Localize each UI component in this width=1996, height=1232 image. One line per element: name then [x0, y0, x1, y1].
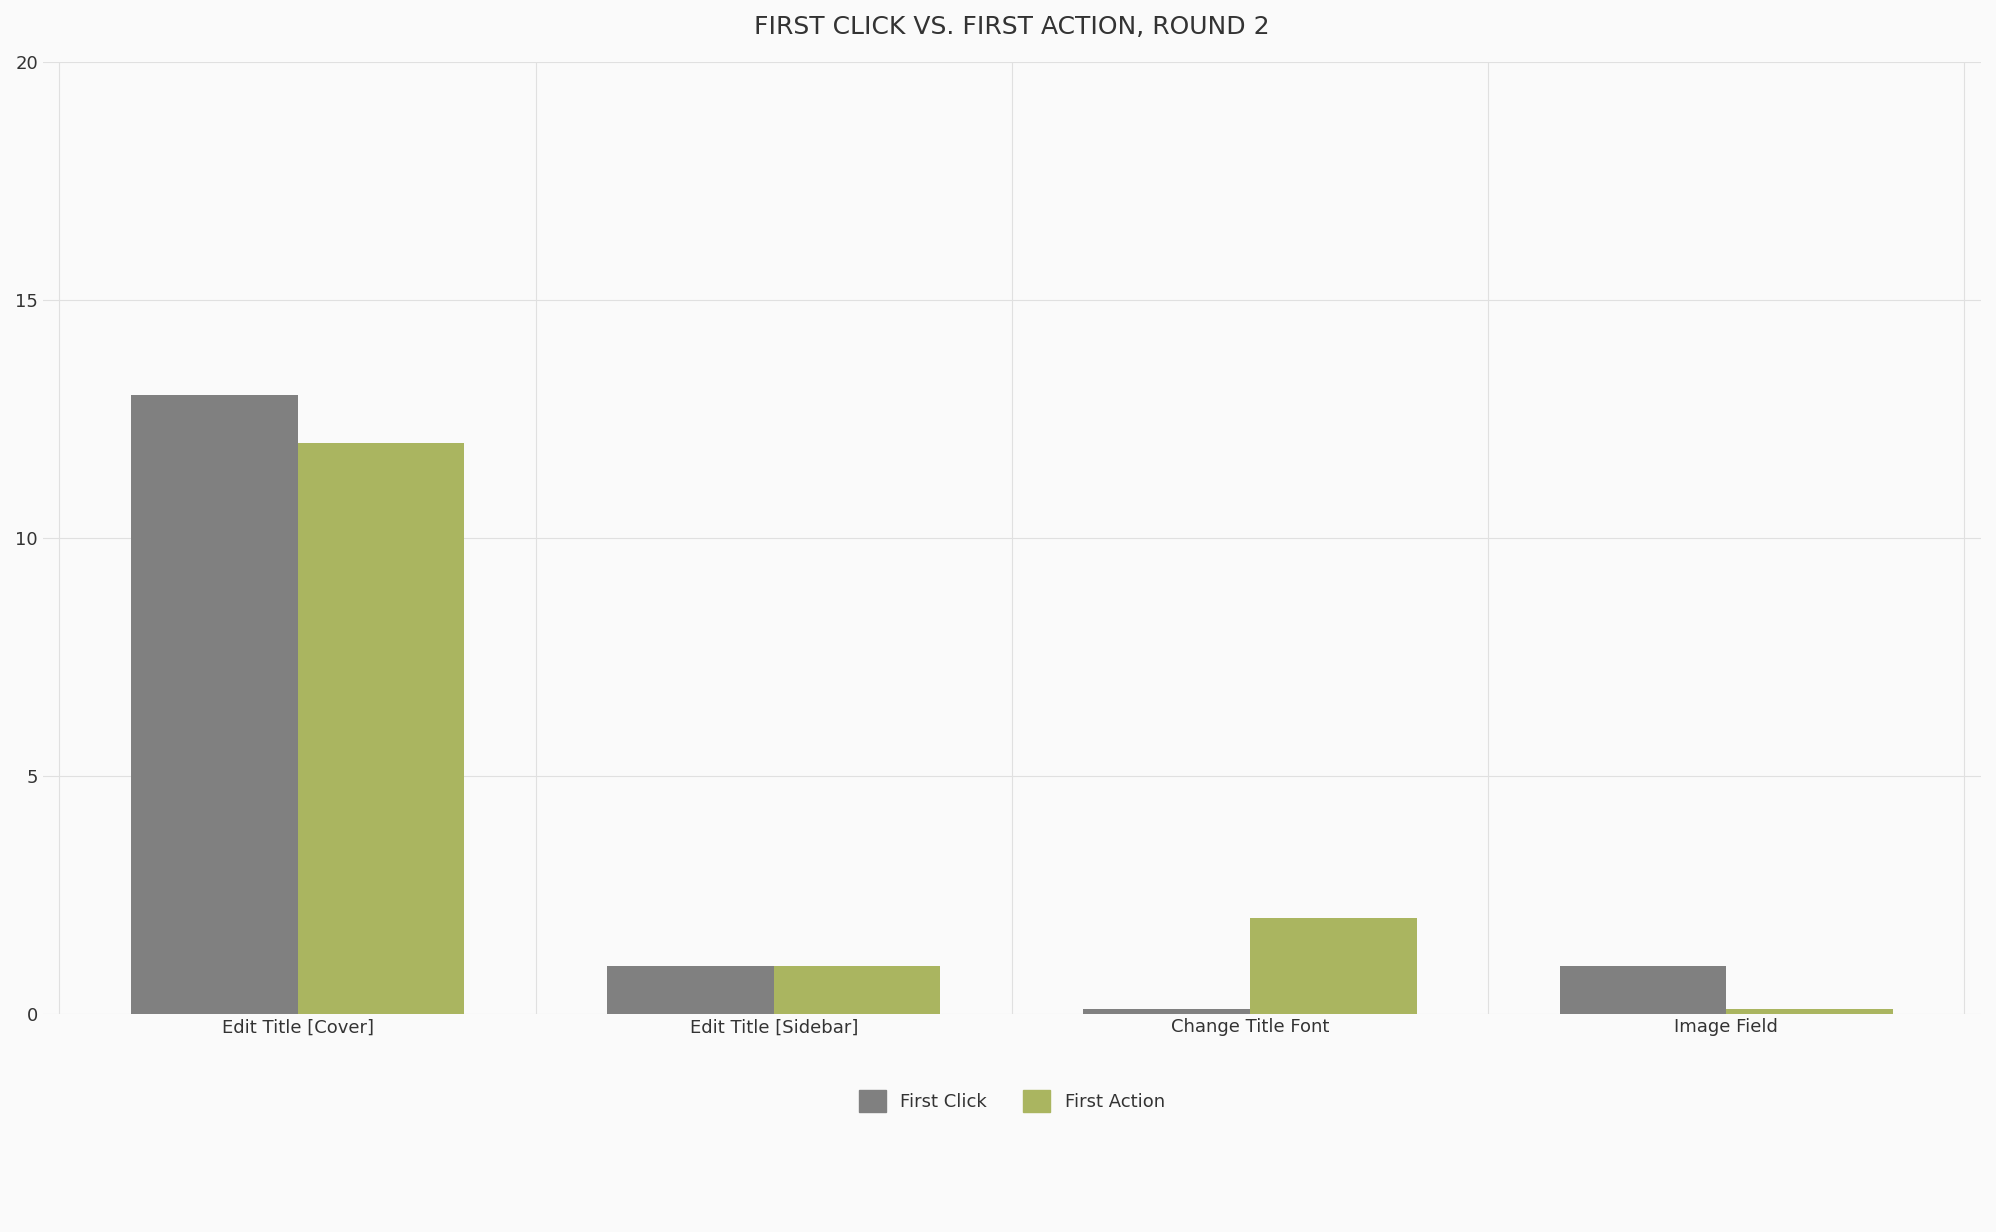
Bar	[1559, 966, 1727, 1014]
Bar	[1249, 918, 1417, 1014]
Title: FIRST CLICK VS. FIRST ACTION, ROUND 2: FIRST CLICK VS. FIRST ACTION, ROUND 2	[754, 15, 1269, 39]
Bar	[1727, 1009, 1892, 1014]
Bar	[132, 395, 297, 1014]
Bar	[774, 966, 940, 1014]
Bar	[1084, 1009, 1249, 1014]
Legend: First Click, First Action: First Click, First Action	[852, 1083, 1172, 1119]
Bar	[297, 442, 465, 1014]
Bar	[607, 966, 774, 1014]
